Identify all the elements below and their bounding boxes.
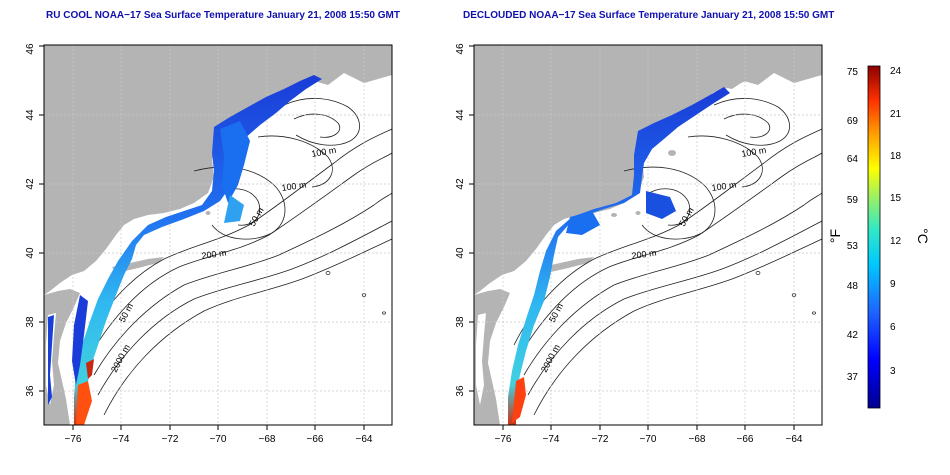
y-tick-label: 40 [25,247,36,259]
colorbar-c-tick: 12 [890,236,902,247]
x-tick-label: −72 [592,434,609,445]
x-tick-label: −68 [259,434,276,445]
colorbar-celsius-label: °C [915,228,931,244]
right-panel-title: DECLOUDED NOAA−17 Sea Surface Temperatur… [463,10,835,21]
y-tick-label: 46 [25,43,36,55]
y-tick-label: 36 [25,385,36,397]
colorbar-f-tick: 42 [847,330,859,341]
colorbar-f-tick: 37 [847,372,859,383]
x-tick-label: −74 [113,434,130,445]
colorbar-c-tick: 24 [890,66,902,77]
colorbar-c-tick: 21 [890,109,902,120]
x-tick-label: −66 [307,434,324,445]
y-tick-label: 42 [455,178,466,190]
colorbar-c-tick: 6 [890,322,896,333]
y-tick-label: 38 [25,316,36,328]
x-tick-label: −74 [543,434,560,445]
colorbar-c-tick: 18 [890,151,902,162]
colorbar-f-tick: 75 [847,67,859,78]
colorbar-f-tick: 48 [847,281,859,292]
left-sst-swath [48,75,322,425]
x-tick-label: −64 [786,434,803,445]
x-tick-label: −72 [162,434,179,445]
contour-label: 100 m [281,180,307,193]
contour-label: 100 m [311,145,337,159]
contour-label: 100 m [741,145,767,159]
y-tick-label: 38 [455,316,466,328]
x-tick-label: −68 [689,434,706,445]
colorbar-gradient [867,65,881,409]
x-tick-label: −76 [495,434,512,445]
y-tick-label: 44 [25,109,36,121]
x-tick-label: −76 [65,434,82,445]
colorbar-fahrenheit-label: °F [827,229,843,243]
y-tick-label: 36 [455,385,466,397]
colorbar-f-tick: 69 [847,116,859,127]
colorbar-f-tick: 53 [847,241,859,252]
y-tick-label: 40 [455,247,466,259]
contour-label: 200 m [201,248,227,261]
y-tick-label: 44 [455,109,466,121]
colorbar-f-tick: 64 [847,154,859,165]
y-tick-label: 42 [25,178,36,190]
x-tick-label: −70 [210,434,227,445]
contour-label: 100 m [711,180,737,193]
colorbar-f-tick: 59 [847,195,859,206]
colorbar-c-tick: 9 [890,279,896,290]
right-sst-swath [508,87,730,425]
colorbar-c-tick: 3 [890,366,896,377]
left-panel-title: RU COOL NOAA−17 Sea Surface Temperature … [46,10,400,21]
colorbar: 75 69 64 59 53 48 42 37 24 21 18 15 12 9… [827,65,931,409]
colorbar-c-tick: 15 [890,193,902,204]
left-map: 100 m 100 m 50 m 200 m 50 m 2000 m −76 −… [25,43,393,445]
x-tick-label: −64 [356,434,373,445]
x-tick-label: −70 [640,434,657,445]
x-tick-label: −66 [737,434,754,445]
y-tick-label: 46 [455,43,466,55]
right-map: 100 m 100 m 50 m 200 m 50 m 2000 m −76 −… [455,43,823,445]
contour-label: 200 m [631,248,657,261]
